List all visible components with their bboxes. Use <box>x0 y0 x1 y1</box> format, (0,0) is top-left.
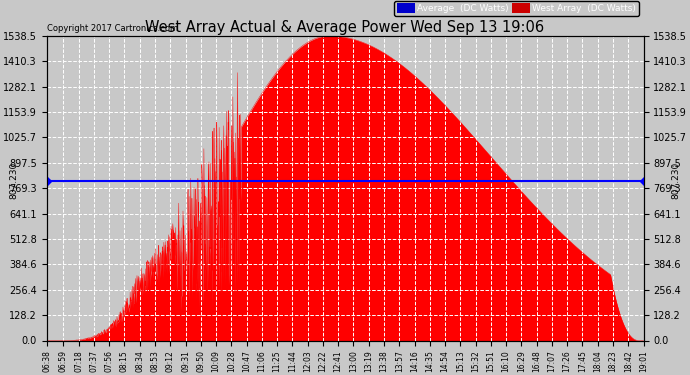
Text: 807.230: 807.230 <box>9 162 18 199</box>
Legend: Average  (DC Watts), West Array  (DC Watts): Average (DC Watts), West Array (DC Watts… <box>394 1 639 16</box>
Text: 807.230: 807.230 <box>672 162 681 199</box>
Text: Copyright 2017 Cartronics.com: Copyright 2017 Cartronics.com <box>46 24 177 33</box>
Title: West Array Actual & Average Power Wed Sep 13 19:06: West Array Actual & Average Power Wed Se… <box>146 20 544 34</box>
